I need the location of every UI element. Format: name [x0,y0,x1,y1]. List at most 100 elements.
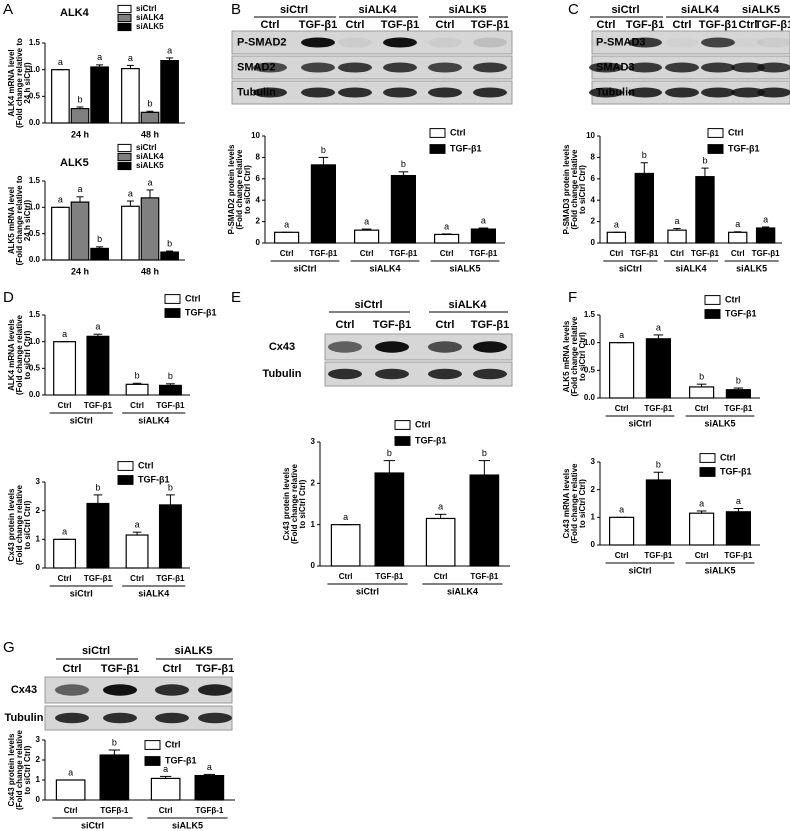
y-tick-label: 2 [591,485,596,494]
x-tick-label: TGF-β1 [724,404,753,413]
legend-swatch [394,436,411,446]
x-tick-label: Ctrl [159,806,173,815]
x-tick-label: TGF-β1 [156,574,185,583]
bar [725,389,752,399]
blot-band [338,87,372,98]
lane-label: TGF-β1 [471,319,510,331]
x-tick-label: Ctrl [280,249,294,258]
blot-band [731,62,765,73]
legend-swatch [117,475,134,485]
x-tick-label: 24 h [71,129,89,139]
blot-band [338,37,372,48]
y-axis-label: to siCtrl Ctrl) [298,479,307,528]
y-tick-label: 8 [591,153,596,162]
bar [53,341,77,396]
significance-letter: a [699,498,704,508]
lane-label: Ctrl [163,663,182,675]
y-axis-label: to siCtrl Ctrl) [578,165,587,214]
significance-letter: a [619,505,624,515]
significance-letter: a [58,195,63,205]
blot-row-label: Tubulin [237,86,276,98]
y-axis-label: (Fold change relative to [15,175,24,265]
blot-row-label: Tubulin [596,86,635,98]
x-tick-label: TGF-β1 [724,551,753,560]
significance-letter: b [168,371,173,381]
lane-label: TGF-β1 [471,19,510,31]
y-axis-label: Cx43 protein levels [282,467,291,540]
x-tick-label: Ctrl [339,572,353,581]
bar [158,384,182,396]
legend-label: Ctrl [165,739,181,749]
chart-title: ALK5 [60,157,89,169]
significance-letter: a [735,219,740,229]
x-tick-label: Ctrl [58,401,72,410]
bar [470,228,496,244]
lane-label: Ctrl [673,19,692,31]
y-axis-label: P-SMAD3 protein levels [562,144,571,234]
blot-band [428,62,462,73]
blot-band [428,87,462,98]
legend-label: Ctrl [725,294,741,304]
legend-swatch [117,161,132,171]
x-tick-label: 48 h [141,266,159,276]
bar [688,386,715,399]
group-label: siCtrl [81,820,104,830]
y-tick-label: 1.0 [29,337,41,346]
y-tick-label: 0.0 [584,393,596,402]
significance-letter: b [97,234,102,244]
x-tick-label: Ctrl [615,404,629,413]
y-axis-label: to siCtrl Ctrl) [23,500,32,549]
legend-swatch [117,143,132,153]
significance-letter: a [167,45,172,55]
blot-row-label: SMAD3 [596,61,635,73]
bar [606,231,627,244]
bar [53,538,77,569]
legend-label: Ctrl [450,127,466,137]
significance-letter: a [62,527,67,537]
bar [194,774,225,801]
y-tick-label: 8 [256,153,261,162]
x-tick-label: TGF-β1 [470,572,499,581]
bar [86,502,110,569]
x-tick-label: TGF-β1 [691,249,720,258]
blot-strip [591,30,790,55]
blot-band [55,684,89,696]
x-tick-label: TGFβ-1 [100,806,129,815]
y-axis-label: (Fold change relative [15,484,24,565]
bar [90,66,109,124]
blot-band [473,62,507,73]
blot-row-label: Tubulin [263,368,302,380]
bar [121,67,140,124]
significance-letter: b [642,150,647,160]
significance-letter: a [614,220,619,230]
bar [70,201,90,261]
y-axis-label: ALK4 mRNA level [7,49,16,116]
legend-label: siCtrl [136,4,156,13]
blot-group-label: siALK5 [742,4,780,16]
lane-label: Ctrl [436,319,455,331]
x-tick-label: Ctrl [360,249,374,258]
blot-band [198,712,232,724]
legend-label: TGF-β1 [728,143,760,153]
blot-band [701,37,735,48]
legend-swatch [394,420,411,430]
blot-group-label: siALK4 [681,4,720,16]
bar [121,205,140,261]
y-tick-label: 1 [36,775,41,784]
bar [667,229,687,244]
blot-band [383,37,417,48]
blot-band [198,684,232,696]
significance-letter: a [656,322,661,332]
y-tick-label: 0 [36,795,41,804]
lane-label: TGF-β1 [373,319,412,331]
lane-label: TGF-β1 [299,19,338,31]
blot-group-label: siALK4 [359,4,398,16]
lane-label: Ctrl [63,663,82,675]
bar [150,777,181,801]
significance-letter: a [343,512,348,522]
chart-title: ALK4 [60,7,90,19]
y-tick-label: 6 [591,174,596,183]
bar [158,504,182,569]
y-axis-label: (Fold change relative [570,316,579,397]
